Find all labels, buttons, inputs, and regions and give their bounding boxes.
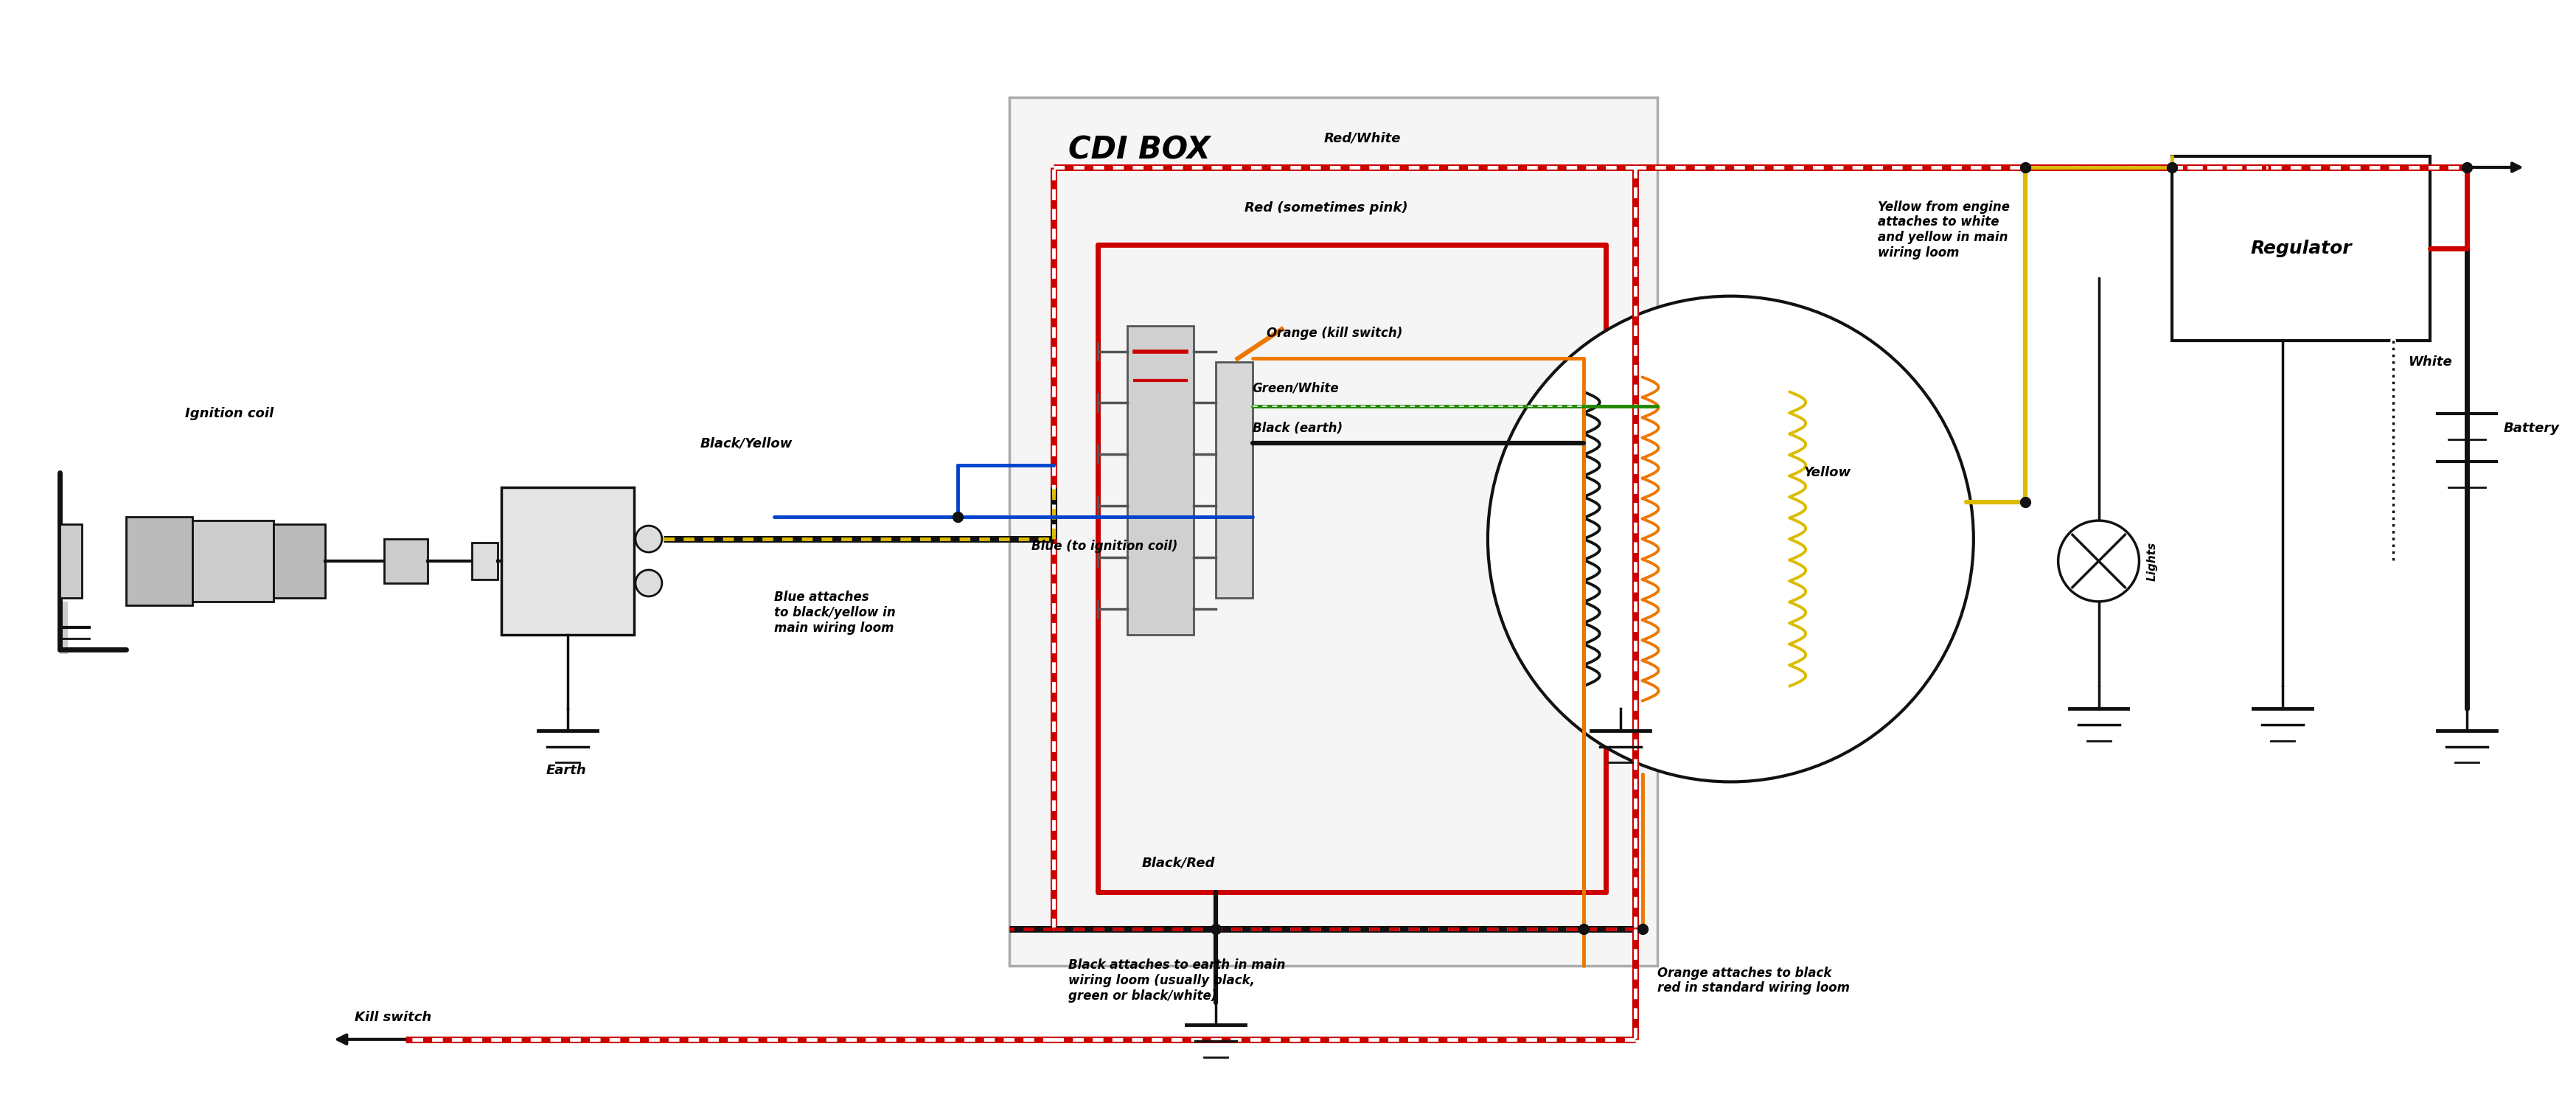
Bar <box>193 520 273 602</box>
Text: Black attaches to earth in main
wiring loom (usually black,
green or black/white: Black attaches to earth in main wiring l… <box>1069 958 1285 1003</box>
Bar <box>384 539 428 583</box>
Text: Black/Yellow: Black/Yellow <box>701 437 793 450</box>
Text: Red (sometimes pink): Red (sometimes pink) <box>1244 202 1406 215</box>
Text: Green/White: Green/White <box>1252 381 1340 394</box>
Text: Yellow: Yellow <box>1803 466 1852 479</box>
Text: Lights: Lights <box>2146 541 2159 580</box>
Text: Orange attaches to black
red in standard wiring loom: Orange attaches to black red in standard… <box>1656 966 1850 995</box>
Bar <box>1010 97 1656 966</box>
Circle shape <box>2058 520 2138 602</box>
Text: Black (earth): Black (earth) <box>1252 422 1342 436</box>
Text: Kill switch: Kill switch <box>355 1010 430 1024</box>
Text: White: White <box>2409 355 2452 369</box>
Text: Blue attaches
to black/yellow in
main wiring loom: Blue attaches to black/yellow in main wi… <box>773 590 896 635</box>
Bar <box>2172 156 2429 340</box>
Bar <box>126 517 193 605</box>
Bar <box>502 488 634 635</box>
Text: Yellow from engine
attaches to white
and yellow in main
wiring loom: Yellow from engine attaches to white and… <box>1878 201 2009 260</box>
Bar <box>273 525 325 598</box>
Circle shape <box>1489 296 1973 782</box>
Text: Battery: Battery <box>2504 422 2561 436</box>
Bar <box>1128 325 1193 635</box>
Circle shape <box>636 570 662 596</box>
Text: Blue (to ignition coil): Blue (to ignition coil) <box>1030 539 1177 553</box>
Text: Red/White: Red/White <box>1324 131 1401 145</box>
Text: CDI BOX: CDI BOX <box>1069 134 1211 165</box>
Bar <box>471 543 497 579</box>
Text: Earth: Earth <box>546 764 585 778</box>
Text: Orange (kill switch): Orange (kill switch) <box>1267 326 1404 340</box>
Bar <box>59 525 82 598</box>
Text: Regulator: Regulator <box>2251 240 2352 257</box>
Bar <box>1216 362 1252 598</box>
Text: Ignition coil: Ignition coil <box>185 408 273 420</box>
Circle shape <box>636 526 662 553</box>
Text: Black/Red: Black/Red <box>1141 857 1216 869</box>
